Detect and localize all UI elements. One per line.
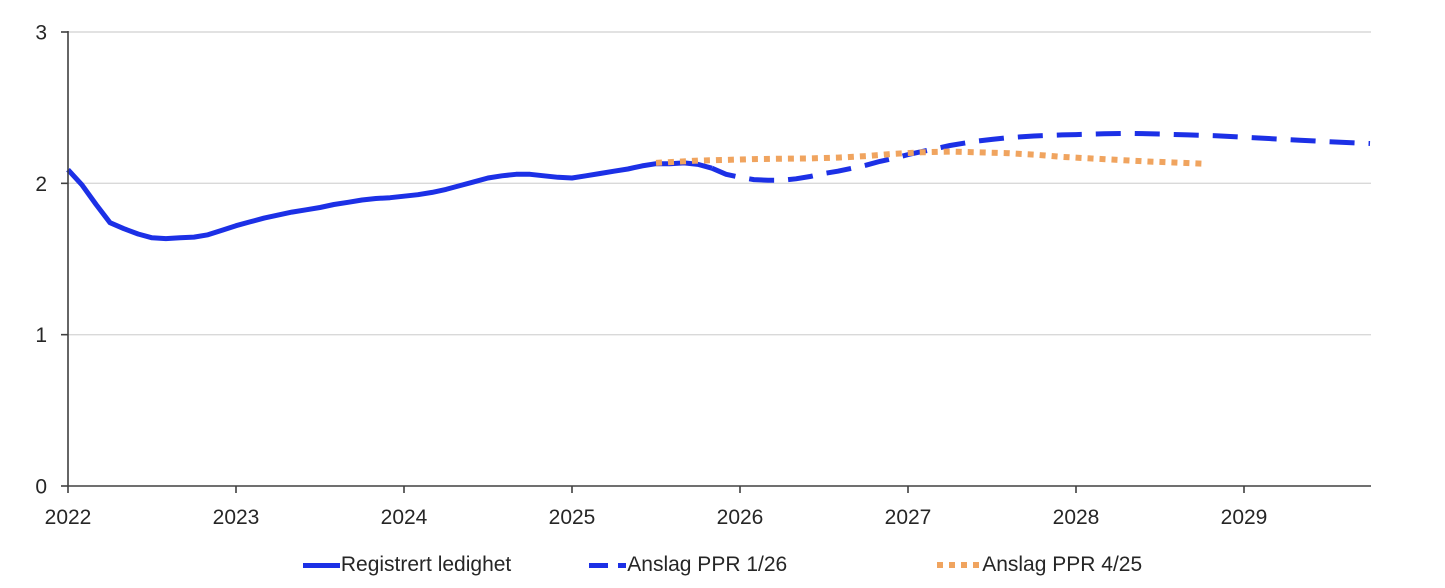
x-tick-label: 2027	[885, 506, 932, 529]
y-tick-label: 2	[35, 173, 47, 196]
x-tick-label: 2026	[717, 506, 764, 529]
legend-item-registrert-ledighet: Registrert ledighet	[302, 553, 512, 577]
series-line-registrert-ledighet	[66, 160, 713, 242]
solid-line-swatch-icon	[302, 562, 340, 568]
chart-legend: Registrert ledighet Anslag PPR 1/26 Ansl…	[0, 549, 1445, 581]
dashed-line-swatch-icon	[589, 562, 627, 568]
x-tick-label: 2023	[213, 506, 260, 529]
legend-label: Anslag PPR 1/26	[627, 553, 788, 576]
x-tick-label: 2022	[45, 506, 92, 529]
x-tick-label: 2024	[381, 506, 428, 529]
y-tick-label: 3	[35, 22, 47, 45]
chart-canvas: 0 1 2 3 2022 2023 2024 2025 2026 2027 2028 2029	[35, 22, 1371, 529]
y-tick-label: 1	[35, 324, 47, 347]
series-line-anslag-ppr-1-26	[710, 130, 1371, 183]
x-tick-label: 2025	[549, 506, 596, 529]
dotted-line-swatch-icon	[937, 562, 982, 568]
legend-label: Anslag PPR 4/25	[982, 553, 1143, 576]
y-tick-label: 0	[35, 476, 47, 499]
legend-item-anslag-ppr-4-25: Anslag PPR 4/25	[937, 553, 1142, 577]
series-line-anslag-ppr-4-25	[655, 148, 1203, 167]
x-tick-label: 2028	[1053, 506, 1100, 529]
x-tick-label: 2029	[1221, 506, 1268, 529]
legend-label: Registrert ledighet	[340, 553, 512, 576]
legend-item-anslag-ppr-1-26: Anslag PPR 1/26	[589, 553, 787, 577]
